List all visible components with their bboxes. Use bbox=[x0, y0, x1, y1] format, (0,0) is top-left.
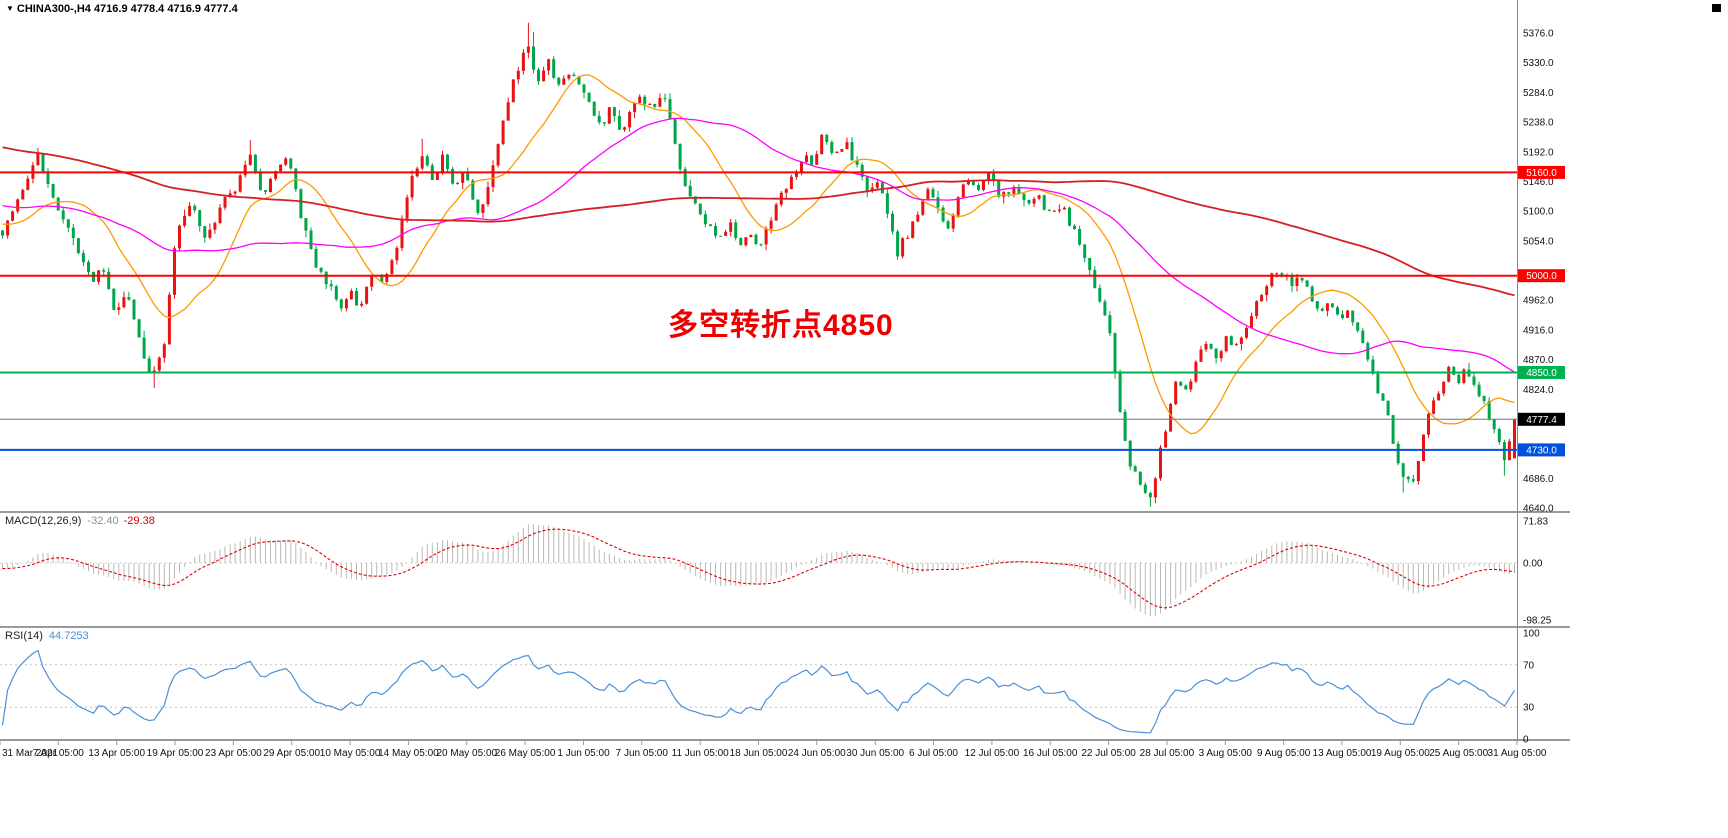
time-tick-label: 3 Aug 05:00 bbox=[1199, 748, 1253, 759]
macd-scale-label: 71.83 bbox=[1523, 517, 1548, 528]
symbol-ohlc-bar: ▼ CHINA300-,H4 4716.9 4778.4 4716.9 4777.… bbox=[6, 3, 238, 15]
time-tick-label: 6 Jul 05:00 bbox=[909, 748, 958, 759]
time-tick-label: 30 Jun 05:00 bbox=[846, 748, 904, 759]
rsi-scale-label: 0 bbox=[1523, 735, 1529, 746]
time-tick-label: 7 Jun 05:00 bbox=[616, 748, 669, 759]
rsi-scale-label: 70 bbox=[1523, 660, 1535, 671]
time-tick-label: 12 Jul 05:00 bbox=[965, 748, 1020, 759]
time-tick-label: 11 Jun 05:00 bbox=[672, 748, 730, 759]
price-tick-label: 5238.0 bbox=[1523, 118, 1554, 129]
ma-mid-line[interactable] bbox=[2, 117, 1515, 373]
macd-signal-line bbox=[2, 528, 1515, 609]
ma-fast-line[interactable] bbox=[2, 74, 1515, 435]
time-tick-label: 13 Aug 05:00 bbox=[1313, 748, 1372, 759]
time-tick-label: 13 Apr 05:00 bbox=[88, 748, 145, 759]
price-line-label bbox=[1518, 269, 1565, 283]
symbol-dropdown-icon[interactable]: ▼ bbox=[6, 4, 14, 13]
macd-scale-label: 0.00 bbox=[1523, 559, 1543, 570]
time-tick-label: 22 Jul 05:00 bbox=[1081, 748, 1136, 759]
macd-histogram bbox=[2, 524, 1515, 617]
rsi-scale-label: 30 bbox=[1523, 703, 1535, 714]
svg-text:4730.0: 4730.0 bbox=[1526, 445, 1557, 456]
price-tick-label: 4916.0 bbox=[1523, 325, 1554, 336]
price-tick-label: 4824.0 bbox=[1523, 385, 1554, 396]
svg-text:5000.0: 5000.0 bbox=[1526, 271, 1557, 282]
rsi-value: 44.7253 bbox=[48, 630, 89, 642]
rsi-scale-label: 100 bbox=[1523, 629, 1540, 640]
svg-text:5160.0: 5160.0 bbox=[1526, 168, 1557, 179]
panel-separators[interactable] bbox=[0, 511, 1570, 741]
time-tick-label: 24 Jun 05:00 bbox=[788, 748, 846, 759]
price-tick-label: 5330.0 bbox=[1523, 58, 1554, 69]
time-tick-label: 19 Apr 05:00 bbox=[147, 748, 204, 759]
chart-canvas[interactable]: 5376.0 5330.0 5284.0 5238.0 5192.0 5146.0 5100… bbox=[0, 0, 1570, 765]
time-tick-label: 9 Aug 05:00 bbox=[1257, 748, 1311, 759]
price-line-label bbox=[1518, 366, 1565, 379]
rsi-indicator-label: RSI(14) 44.7253 bbox=[5, 630, 89, 642]
rsi-line bbox=[1, 649, 1516, 734]
time-tick-label: 29 Apr 05:00 bbox=[263, 748, 320, 759]
time-tick-label: 10 May 05:00 bbox=[320, 748, 381, 759]
time-tick-label: 1 Jun 05:00 bbox=[557, 748, 610, 759]
macd-scale-label: -98.25 bbox=[1523, 616, 1552, 627]
time-tick-label: 26 May 05:00 bbox=[495, 748, 556, 759]
time-tick-label: 19 Aug 05:00 bbox=[1371, 748, 1430, 759]
rsi-name: RSI(14) bbox=[5, 630, 43, 642]
price-tick-label: 5376.0 bbox=[1523, 29, 1554, 40]
symbol-ohlc-text: CHINA300-,H4 4716.9 4778.4 4716.9 4777.4 bbox=[16, 3, 238, 15]
corner-mark bbox=[1712, 4, 1721, 12]
macd-signal-value: -29.38 bbox=[123, 515, 155, 527]
price-tick-label: 5284.0 bbox=[1523, 88, 1554, 99]
candles[interactable] bbox=[1, 22, 1516, 507]
chart-annotation[interactable]: 多空转折点4850 bbox=[668, 309, 894, 342]
price-line-label bbox=[1518, 412, 1565, 426]
price-tick-label: 4870.0 bbox=[1523, 355, 1554, 366]
macd-name: MACD(12,26,9) bbox=[5, 515, 82, 527]
time-tick-label: 23 Apr 05:00 bbox=[205, 748, 262, 759]
price-tick-label: 4640.0 bbox=[1523, 504, 1554, 515]
price-tick-label: 5100.0 bbox=[1523, 207, 1554, 218]
price-line-label bbox=[1518, 165, 1565, 179]
rsi-panel bbox=[0, 649, 1517, 734]
price-line-label bbox=[1518, 443, 1565, 457]
price-tick-label: 4962.0 bbox=[1523, 296, 1554, 307]
price-axis[interactable]: 5376.0 5330.0 5284.0 5238.0 5192.0 5146.0 5100… bbox=[1517, 0, 1566, 746]
time-tick-label: 16 Jul 05:00 bbox=[1023, 748, 1078, 759]
time-tick-label: 25 Aug 05:00 bbox=[1429, 748, 1488, 759]
time-tick-label: 20 May 05:00 bbox=[436, 748, 497, 759]
time-tick-label: 14 May 05:00 bbox=[378, 748, 439, 759]
macd-indicator-label: MACD(12,26,9) -32.40 -29.38 bbox=[5, 515, 155, 527]
price-tick-label: 5192.0 bbox=[1523, 147, 1554, 158]
ma-slow-line[interactable] bbox=[2, 146, 1515, 297]
time-tick-label: 31 Mar 2021 bbox=[2, 748, 59, 759]
price-tick-label: 4686.0 bbox=[1523, 474, 1554, 485]
macd-panel bbox=[0, 524, 1517, 617]
macd-main-value: -32.40 bbox=[87, 515, 119, 527]
time-tick-label: 28 Jul 05:00 bbox=[1140, 748, 1195, 759]
time-tick-label: 7 Apr 05:00 bbox=[33, 748, 85, 759]
price-tick-label: 5054.0 bbox=[1523, 236, 1554, 247]
time-tick-label: 31 Aug 05:00 bbox=[1488, 748, 1547, 759]
time-tick-label: 18 Jun 05:00 bbox=[730, 748, 788, 759]
price-tick-label: 5146.0 bbox=[1523, 177, 1554, 188]
svg-text:4777.4: 4777.4 bbox=[1526, 415, 1557, 426]
svg-text:4850.0: 4850.0 bbox=[1526, 368, 1557, 379]
